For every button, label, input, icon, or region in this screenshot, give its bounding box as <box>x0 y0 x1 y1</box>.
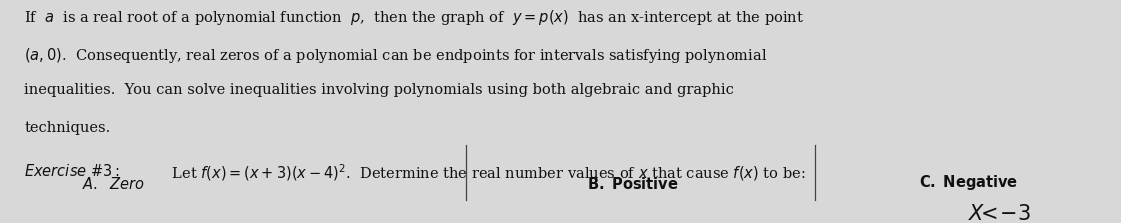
Text: $\mathbf{C.\ Negative}$: $\mathbf{C.\ Negative}$ <box>918 173 1018 192</box>
Text: inequalities.  You can solve inequalities involving polynomials using both algeb: inequalities. You can solve inequalities… <box>25 83 734 97</box>
Text: Let $f(x) = (x + 3)(x - 4)^2$.  Determine the real number values of $x$ that cau: Let $f(x) = (x + 3)(x - 4)^2$. Determine… <box>167 163 806 183</box>
Text: $\mathbf{B.\ Positive}$: $\mathbf{B.\ Positive}$ <box>587 176 679 192</box>
Text: $X\!\!<\!\!-\!3$: $X\!\!<\!\!-\!3$ <box>969 204 1031 223</box>
Text: $\mathbf{\mathit{A.\ \ Zero}}$: $\mathbf{\mathit{A.\ \ Zero}}$ <box>82 176 146 192</box>
Text: If  $a$  is a real root of a polynomial function  $p$,  then the graph of  $y = : If $a$ is a real root of a polynomial fu… <box>25 8 805 27</box>
Text: $\mathbf{\mathit{Exercise\ \#3:}}$: $\mathbf{\mathit{Exercise\ \#3:}}$ <box>25 163 120 179</box>
Text: $(a, 0)$.  Consequently, real zeros of a polynomial can be endpoints for interva: $(a, 0)$. Consequently, real zeros of a … <box>25 46 768 65</box>
Text: techniques.: techniques. <box>25 121 111 135</box>
